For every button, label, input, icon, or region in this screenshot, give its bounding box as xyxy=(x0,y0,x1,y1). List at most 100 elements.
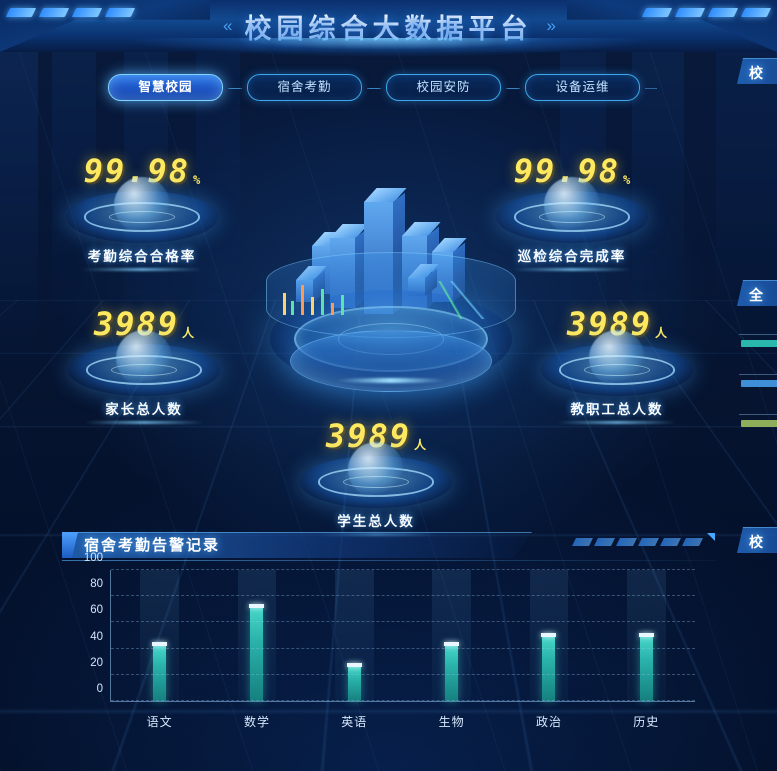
progress-bar xyxy=(741,340,777,347)
side-panel-ranking-list xyxy=(737,324,777,430)
kpi-total-students: 3989 人 学生总人数 xyxy=(276,420,476,536)
kpi-total-staff: 3989 人 教职工总人数 xyxy=(517,308,717,424)
chevron-left-icon: « xyxy=(223,16,233,35)
y-axis-tick-label: 0 xyxy=(96,683,103,695)
header-center: « 校园综合大数据平台 » xyxy=(154,0,624,52)
chevron-right-icon: » xyxy=(546,16,557,35)
chart-column[interactable]: 政治 xyxy=(500,570,597,729)
hologram-base-disc xyxy=(290,330,492,392)
panel-header-bar xyxy=(62,532,532,558)
chart-bar-cap xyxy=(249,604,265,608)
chart-column[interactable]: 英语 xyxy=(306,570,403,729)
header-right-dashes xyxy=(641,8,772,17)
kpi-orb-icon xyxy=(589,330,645,386)
side-panel-campus-bottom[interactable]: 校 xyxy=(737,527,777,567)
list-item[interactable] xyxy=(737,404,777,430)
side-panel-title: 全 xyxy=(749,287,764,303)
kpi-label: 教职工总人数 xyxy=(570,402,664,417)
kpi-disc-graphic xyxy=(541,330,693,396)
y-axis-tick-label: 100 xyxy=(83,552,103,564)
kpi-total-parents: 3989 人 家长总人数 xyxy=(44,308,244,424)
chart-column[interactable]: 历史 xyxy=(598,570,695,729)
kpi-label-glow xyxy=(84,421,204,424)
kpi-label: 巡检综合完成率 xyxy=(517,249,627,264)
chart-gridline: 20 xyxy=(90,657,695,675)
list-item[interactable] xyxy=(737,364,777,404)
chart-bar-cap xyxy=(152,641,168,646)
chart-plot-area: 语文 数学 英语 生物 政治 历史 0 20 40 60 80 100 xyxy=(84,552,695,729)
kpi-label-glow xyxy=(557,421,677,424)
chart-column[interactable]: 语文 xyxy=(111,570,208,729)
x-axis-tick-label: 历史 xyxy=(633,715,660,729)
y-axis-tick-label: 60 xyxy=(90,604,103,617)
chart-column[interactable]: 生物 xyxy=(403,570,500,729)
chart-bar[interactable] xyxy=(249,604,265,701)
chart-gridline: 0 xyxy=(97,683,695,701)
chart-bar-cap xyxy=(541,632,557,637)
kpi-label: 学生总人数 xyxy=(337,514,415,529)
kpi-orb-icon xyxy=(114,177,170,233)
divider xyxy=(739,414,777,415)
trend-line-graphic xyxy=(399,281,509,319)
kpi-disc-graphic xyxy=(66,177,218,243)
x-axis-tick-label: 政治 xyxy=(535,715,562,729)
kpi-orb-icon xyxy=(116,330,172,386)
kpi-label: 考勤综合合格率 xyxy=(87,249,197,264)
progress-bar xyxy=(741,420,777,427)
chart-gridline: 60 xyxy=(90,604,695,623)
main-nav-tabs[interactable]: 智慧校园 宿舍考勤 校园安防 设备运维 xyxy=(108,74,657,101)
kpi-label: 家长总人数 xyxy=(105,402,183,417)
side-panel-header: 全 xyxy=(737,280,777,306)
kpi-value: 3989 人 xyxy=(325,417,427,455)
kpi-inspection-completion-rate: 99.98% 巡检综合完成率 xyxy=(472,155,672,271)
side-panel-title: 校 xyxy=(749,65,764,81)
list-item[interactable] xyxy=(737,324,777,364)
curved-hologram-screens xyxy=(266,252,516,338)
side-panel-campus-top[interactable]: 校 xyxy=(737,58,777,98)
chart-gridline: 80 xyxy=(90,578,695,597)
chart-gridline: 40 xyxy=(90,631,695,649)
x-axis-tick-label: 生物 xyxy=(438,715,465,729)
header-left-dashes xyxy=(5,8,136,17)
chart-column[interactable]: 数学 xyxy=(208,570,305,729)
kpi-label-glow xyxy=(512,268,632,271)
kpi-orb-icon xyxy=(544,177,600,233)
x-axis-tick-label: 英语 xyxy=(341,715,368,729)
tab-dorm-attendance[interactable]: 宿舍考勤 xyxy=(230,74,379,101)
page-title: 校园综合大数据平台 xyxy=(245,7,533,46)
panel-header-decor-dashes xyxy=(572,538,703,546)
panel-title: 宿舍考勤告警记录 xyxy=(84,537,221,554)
app-header: « 校园综合大数据平台 » xyxy=(0,0,777,64)
kpi-attendance-pass-rate: 99.98% 考勤综合合格率 xyxy=(42,155,242,271)
divider xyxy=(739,374,777,375)
y-axis-tick-label: 80 xyxy=(90,578,103,591)
panel-header: 宿舍考勤告警记录 xyxy=(62,530,717,561)
kpi-disc-graphic xyxy=(68,330,220,396)
kpi-disc-graphic xyxy=(496,177,648,243)
y-axis-tick-label: 40 xyxy=(90,630,103,643)
chart-bar[interactable] xyxy=(346,662,362,701)
chart-bar[interactable] xyxy=(152,641,168,701)
x-axis-tick-label: 数学 xyxy=(243,715,270,729)
chart-bar-cap xyxy=(346,662,362,667)
alarm-bar-chart: 语文 数学 英语 生物 政治 历史 0 20 40 60 80 100 xyxy=(62,552,717,744)
chart-bar-cap xyxy=(444,641,460,646)
kpi-orb-icon xyxy=(348,442,404,498)
tab-device-ops[interactable]: 设备运维 xyxy=(508,74,657,101)
tab-campus-security[interactable]: 校园安防 xyxy=(369,74,518,101)
progress-bar xyxy=(741,380,777,387)
chart-gridline: 100 xyxy=(84,552,695,570)
side-panel-ranking[interactable]: 全 xyxy=(737,280,777,430)
chart-bar[interactable] xyxy=(541,632,557,701)
kpi-label-glow xyxy=(82,268,202,271)
kpi-disc-graphic xyxy=(300,442,452,508)
chart-bar-cap xyxy=(638,632,654,637)
chart-bar[interactable] xyxy=(444,641,460,701)
central-3d-visualization xyxy=(252,178,530,400)
divider xyxy=(739,334,777,335)
side-panel-header: 校 xyxy=(737,527,777,553)
panel-corner-icon xyxy=(707,533,715,541)
chart-bar[interactable] xyxy=(638,632,654,701)
tab-smart-campus[interactable]: 智慧校园 xyxy=(108,74,240,101)
